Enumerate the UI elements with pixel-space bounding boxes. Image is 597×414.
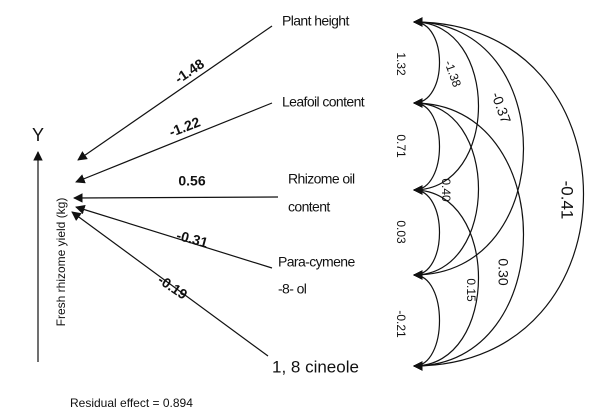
arc	[413, 98, 440, 195]
node-label: content	[288, 199, 330, 215]
path-arrow	[73, 193, 279, 203]
direct-effect: -1.48	[172, 55, 208, 86]
direct-paths: -1.48 -1.22 0.56 -0.31 -0.19	[71, 25, 279, 357]
node-label: -8- ol	[278, 281, 307, 297]
correlation: 0.03	[394, 220, 408, 244]
direct-effect: 0.56	[178, 173, 205, 189]
correlation: 0.71	[394, 134, 408, 158]
correlation: -0.21	[394, 310, 408, 338]
arc	[413, 17, 479, 195]
correlation: -0.37	[488, 90, 514, 126]
node-label: Para-cymene	[278, 254, 355, 270]
y-label: Fresh rhizome yield (kg)	[54, 198, 68, 327]
path-arrow	[75, 102, 273, 184]
path-arrow	[77, 25, 273, 161]
arc	[413, 17, 584, 371]
arc	[413, 17, 525, 280]
arc	[413, 98, 479, 280]
arc	[413, 270, 440, 371]
node-label: Plant height	[282, 13, 349, 29]
arc	[413, 98, 525, 371]
node-label: 1, 8 cineole	[272, 357, 359, 376]
direct-effect: -1.22	[167, 114, 203, 140]
arc	[413, 185, 440, 280]
correlation: -0.41	[558, 181, 577, 220]
path-arrow	[75, 204, 273, 269]
footer: Residual effect = 0.894	[70, 396, 193, 410]
arc	[413, 17, 440, 108]
node-label: Leafoil content	[282, 94, 365, 110]
correlation: 0.15	[464, 278, 478, 302]
direct-effect: -0.31	[175, 227, 210, 251]
path-arrow	[71, 211, 269, 357]
y-symbol: Y	[32, 125, 44, 145]
correlation: -1.38	[442, 58, 465, 89]
arc	[413, 185, 479, 371]
node-label: Rhizome oil	[288, 171, 355, 187]
correlation: 1.32	[394, 52, 408, 76]
dependent: Y Fresh rhizome yield (kg)	[32, 125, 68, 362]
correlation: 0.30	[495, 258, 511, 285]
correlation: 0.40	[439, 178, 453, 202]
direct-effect: -0.19	[155, 271, 191, 302]
correlation-arcs: 1.32 -1.38 -0.37 -0.41 0.71 0.40 0.30 0.…	[394, 17, 584, 371]
nodes: Plant height Leafoil content Rhizome oil…	[272, 13, 365, 377]
